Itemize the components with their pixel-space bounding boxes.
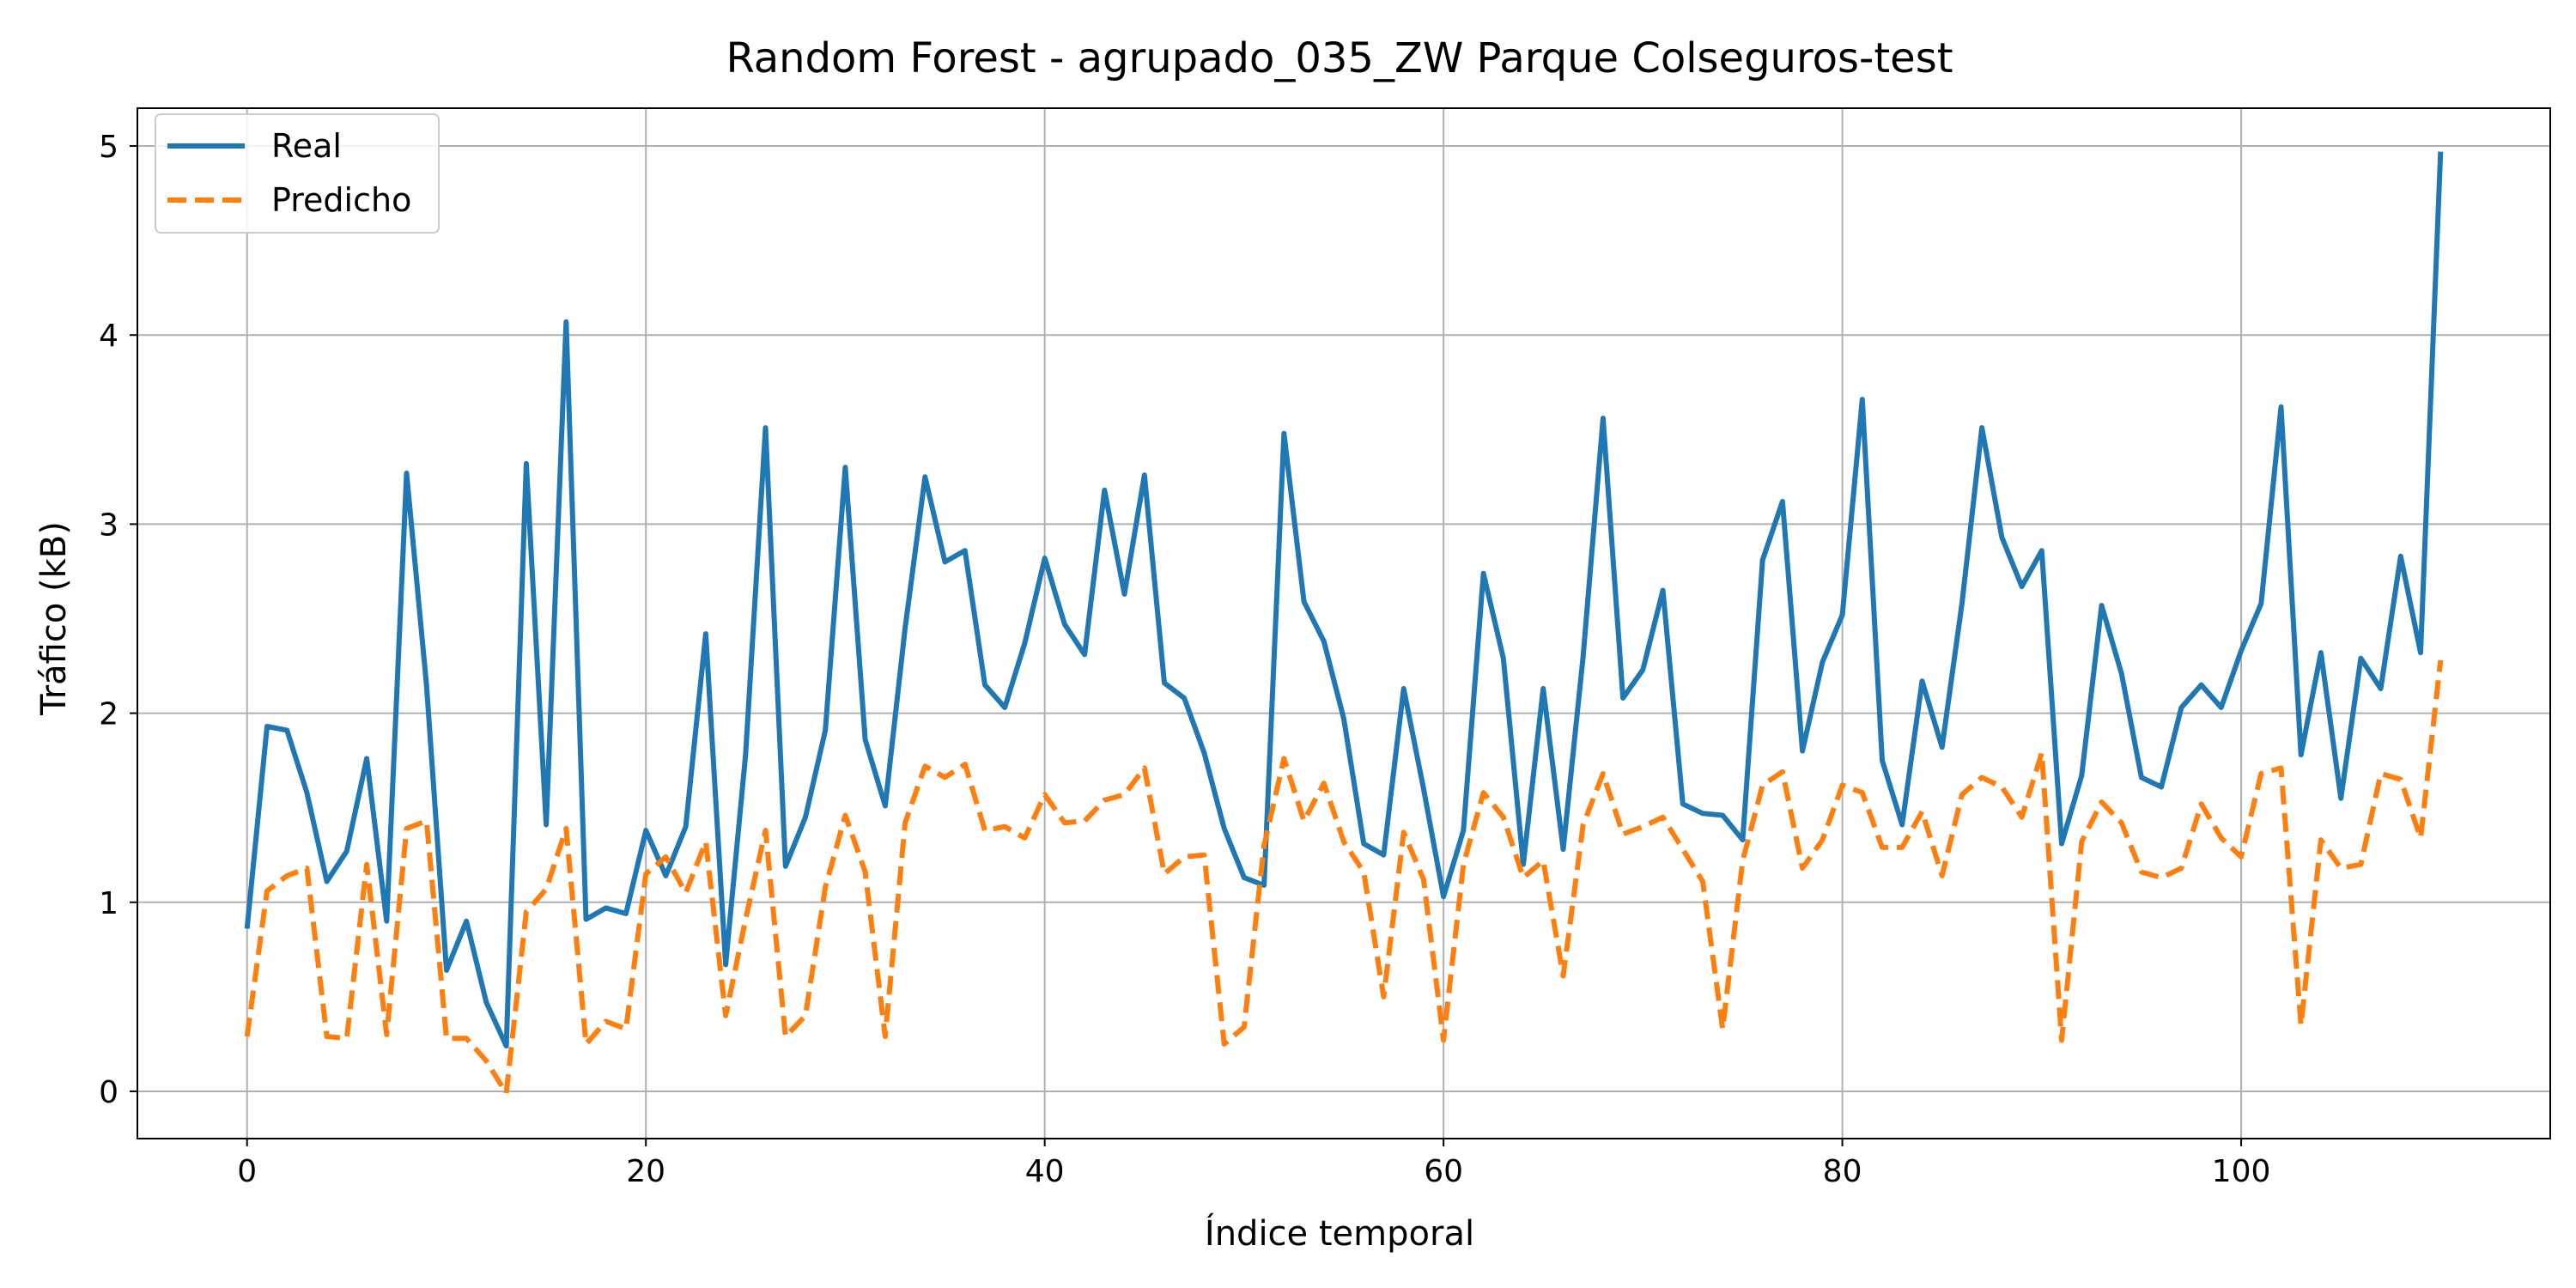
legend: Real Predicho	[155, 113, 440, 234]
y-tick-label: 0	[99, 1075, 118, 1110]
chart-title: Random Forest - agrupado_035_ZW Parque C…	[726, 34, 1953, 82]
x-tick-label: 80	[1823, 1154, 1862, 1189]
legend-label-predicho: Predicho	[271, 181, 411, 219]
plot-area-frame	[137, 107, 2551, 1139]
y-tick-label: 3	[99, 507, 118, 543]
y-axis: 0 1 2 3 4 5	[99, 130, 137, 1110]
series-line-real	[244, 151, 2444, 1049]
x-tick-label: 60	[1424, 1154, 1463, 1189]
y-tick-label: 2	[99, 697, 118, 732]
x-axis: 0 20 40 60 80 100	[237, 1139, 2270, 1189]
series-line-predicho	[244, 659, 2444, 1097]
x-tick-label: 0	[237, 1154, 257, 1189]
x-axis-label: Índice temporal	[1205, 1212, 1474, 1254]
legend-label-real: Real	[271, 127, 342, 165]
x-tick-label: 20	[626, 1154, 665, 1189]
y-tick-label: 4	[99, 319, 118, 354]
series-layer	[244, 151, 2444, 1097]
y-tick-label: 1	[99, 886, 118, 921]
x-tick-label: 100	[2212, 1154, 2271, 1189]
y-axis-label: Tráfico (kB)	[34, 521, 74, 716]
y-tick-label: 5	[99, 130, 118, 165]
x-tick-label: 40	[1025, 1154, 1065, 1189]
